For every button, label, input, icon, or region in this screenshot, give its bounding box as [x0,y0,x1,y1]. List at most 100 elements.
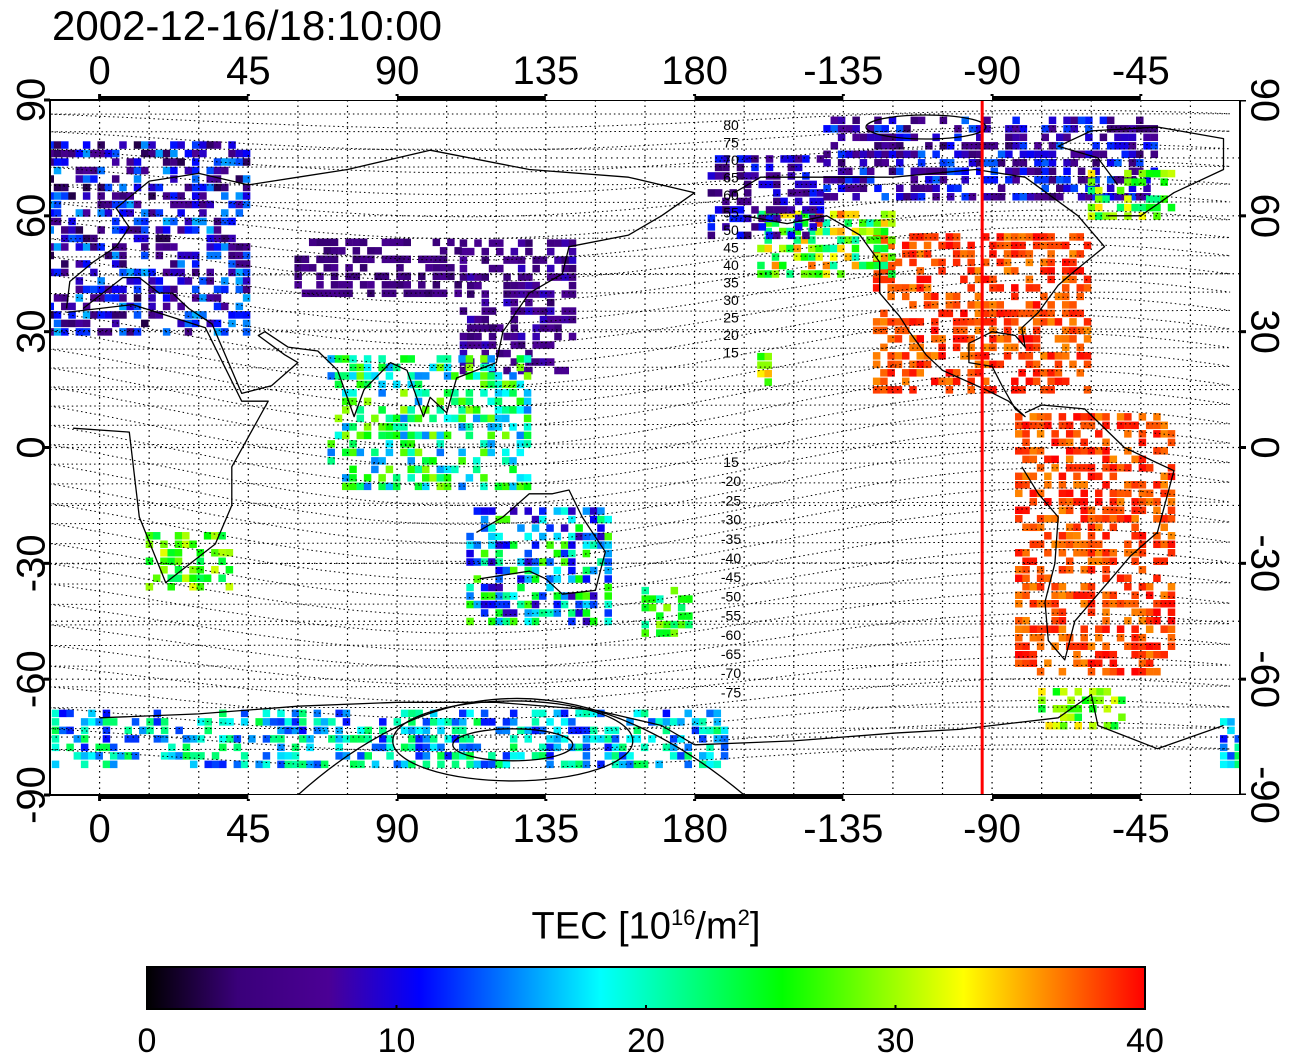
tec-pixel [414,482,423,491]
tec-pixel [757,361,765,369]
tec-pixel [242,251,251,260]
tec-pixel [932,176,940,184]
tec-pixel [111,149,120,158]
tec-pixel [809,197,817,206]
tec-pixel [554,239,562,247]
tec-pixel [736,231,745,240]
tec-pixel [896,184,904,193]
tec-pixel [816,155,825,163]
tec-pixel [1061,258,1070,267]
tec-pixel [1102,557,1110,566]
tec-pixel [1106,176,1115,184]
tec-pixel [316,281,324,289]
tec-pixel [816,189,825,197]
tec-pixel [974,301,983,309]
tec-pixel [503,256,511,264]
tec-pixel [800,219,809,227]
tec-pixel [345,289,353,298]
tec-pixel [1131,667,1139,676]
tec-pixel [1092,142,1100,150]
tec-pixel [808,261,816,270]
tec-pixel [1047,309,1055,318]
tec-pixel [1058,549,1067,557]
tec-pixel [1011,250,1019,258]
tec-pixel [75,166,84,175]
tec-pixel [1087,557,1096,566]
tec-pixel [916,267,925,275]
tec-pixel [90,311,98,319]
tec-pixel [509,457,517,465]
tec-pixel [1036,599,1045,608]
tec-pixel [379,718,387,726]
tec-pixel [459,349,468,358]
tec-pixel [546,558,554,566]
tec-pixel [1102,650,1110,659]
tec-pixel [443,355,452,363]
tec-pixel [184,277,193,285]
frame-tick [1240,446,1246,449]
tec-pixel [669,743,678,752]
tec-pixel [50,243,54,251]
tec-pixel [996,241,1005,250]
tec-pixel [1041,125,1049,133]
tec-pixel [714,155,723,163]
tec-pixel [1131,532,1139,540]
tec-pixel [1110,696,1119,705]
tec-pixel [1048,159,1057,167]
tec-pixel [539,515,547,524]
tec-pixel [378,389,386,397]
tec-pixel [1074,705,1083,713]
tec-pixel [1102,591,1110,599]
tec-pixel [82,260,91,268]
tec-pixel [378,355,386,363]
tec-pixel [1054,318,1063,326]
tec-pixel [1167,169,1176,178]
tec-pixel [923,275,932,284]
tec-pixel [1109,659,1118,667]
tec-pixel [487,380,495,389]
tec-pixel [932,133,940,142]
tec-pixel [981,360,990,369]
tec-pixel [50,158,54,166]
tec-pixel [1234,752,1240,760]
tec-pixel [97,328,105,336]
tec-pixel [896,159,904,167]
tec-pixel [213,285,222,294]
tec-pixel [1124,413,1132,421]
tec-pixel [837,210,845,219]
frame-bar [843,96,993,100]
tec-pixel [974,326,983,335]
tec-pixel [1065,421,1074,430]
tec-pixel [330,247,339,255]
tec-pixel [720,743,729,752]
tec-pixel [291,743,300,752]
tec-pixel [757,352,765,361]
tec-pixel [141,234,149,243]
tec-pixel [1022,650,1030,659]
tec-pixel [974,275,983,284]
tec-pixel [931,352,939,360]
tec-pixel [916,233,925,241]
tec-pixel [894,326,903,335]
tec-pixel [240,760,249,769]
left-lat-label: -90 [10,766,54,824]
tec-pixel [844,219,852,227]
tec-pixel [170,158,178,166]
magnetic-contour [50,261,1231,325]
tec-pixel [1087,506,1096,515]
tec-pixel [517,256,526,264]
tec-pixel [211,566,219,574]
tec-pixel [1092,159,1100,167]
tec-pixel [277,726,285,735]
tec-pixel [560,735,569,743]
tec-pixel [97,141,105,149]
tec-pixel [916,352,925,360]
tec-pixel [1095,557,1103,566]
coastline [476,489,606,595]
tec-pixel [1065,438,1074,447]
tec-pixel [480,558,489,566]
tec-pixel [952,377,961,386]
tec-pixel [1150,125,1159,133]
tec-pixel [1116,625,1125,633]
tec-pixel [148,302,156,311]
